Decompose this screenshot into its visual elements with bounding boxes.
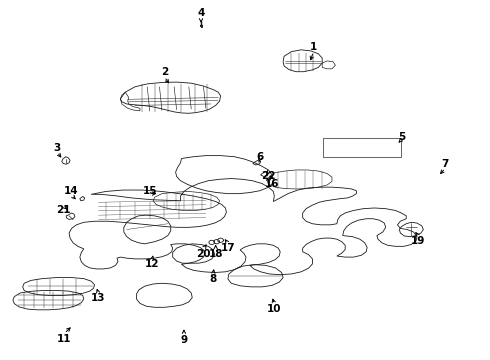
Text: 10: 10 <box>267 304 282 314</box>
Text: 19: 19 <box>411 236 426 246</box>
Text: 3: 3 <box>53 143 60 153</box>
Text: 21: 21 <box>56 206 71 216</box>
Text: 12: 12 <box>145 259 159 269</box>
Text: 11: 11 <box>57 333 72 343</box>
Text: 8: 8 <box>210 274 217 284</box>
Text: 9: 9 <box>180 334 188 345</box>
Text: 1: 1 <box>310 42 317 52</box>
Text: 7: 7 <box>441 159 449 169</box>
Text: 18: 18 <box>208 248 223 258</box>
Text: 20: 20 <box>196 248 211 258</box>
Text: 5: 5 <box>398 132 405 142</box>
Text: 15: 15 <box>143 186 157 196</box>
Text: 16: 16 <box>265 179 279 189</box>
Text: 6: 6 <box>256 152 263 162</box>
Text: 13: 13 <box>91 293 106 303</box>
Text: 22: 22 <box>261 171 276 181</box>
Text: 17: 17 <box>220 243 235 253</box>
Text: 14: 14 <box>64 186 79 196</box>
Text: 2: 2 <box>161 67 168 77</box>
Text: 4: 4 <box>197 8 205 18</box>
